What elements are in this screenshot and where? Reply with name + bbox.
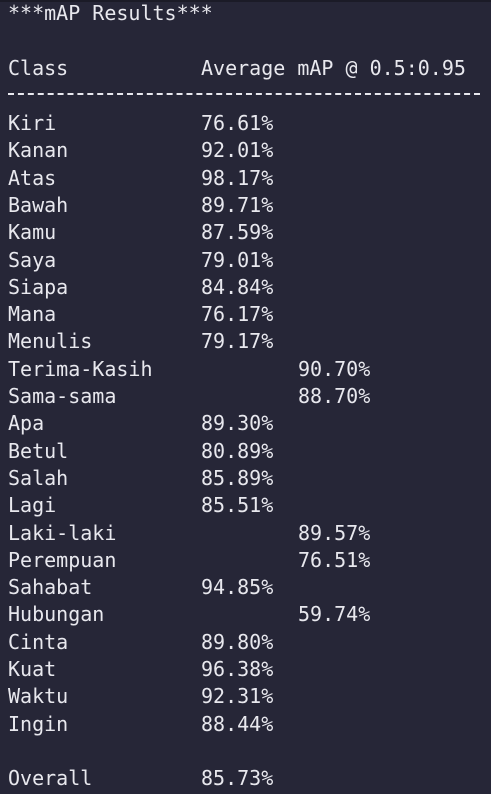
class-map-value: 84.84% bbox=[201, 274, 274, 299]
window-top-border bbox=[0, 0, 491, 2]
class-map-value: 89.30% bbox=[201, 411, 274, 436]
class-map-value: 98.17% bbox=[201, 165, 274, 190]
class-map-value: 76.17% bbox=[201, 302, 274, 327]
results-title: ***mAP Results*** bbox=[8, 1, 213, 25]
class-name: Apa bbox=[8, 411, 45, 436]
class-name: Atas bbox=[8, 165, 57, 190]
class-map-value: 79.17% bbox=[201, 329, 274, 354]
class-map-value: 92.31% bbox=[201, 684, 274, 709]
class-map-value: 89.80% bbox=[201, 629, 274, 654]
class-name: Salah bbox=[8, 465, 69, 490]
class-column-header: Class bbox=[8, 56, 69, 80]
header-divider bbox=[8, 93, 480, 95]
class-name: Sahabat bbox=[8, 575, 93, 600]
class-map-value: 90.70% bbox=[298, 356, 371, 381]
class-map-value: 59.74% bbox=[298, 602, 371, 627]
class-map-value: 76.51% bbox=[298, 547, 371, 572]
class-name: Bawah bbox=[8, 192, 69, 217]
class-map-value: 88.70% bbox=[298, 384, 371, 408]
class-map-value: 88.44% bbox=[201, 711, 274, 736]
class-map-value: 79.01% bbox=[201, 247, 274, 272]
class-name: Waktu bbox=[8, 684, 69, 709]
class-map-value: 96.38% bbox=[201, 657, 274, 681]
class-name: Menulis bbox=[8, 329, 93, 354]
class-name: Mana bbox=[8, 302, 57, 327]
class-name: Siapa bbox=[8, 274, 69, 299]
value-column-header: Average mAP @ 0.5:0.95 bbox=[201, 56, 466, 80]
class-map-value: 85.89% bbox=[201, 465, 274, 490]
class-map-value: 87.59% bbox=[201, 220, 274, 245]
class-map-value: 89.57% bbox=[298, 520, 371, 545]
overall-label: Overall bbox=[8, 766, 93, 790]
class-name: Saya bbox=[8, 247, 57, 272]
class-name: Lagi bbox=[8, 493, 57, 518]
class-name: Betul bbox=[8, 438, 69, 463]
class-name: Ingin bbox=[8, 711, 69, 736]
class-name: Kamu bbox=[8, 220, 57, 245]
class-map-value: 80.89% bbox=[201, 438, 274, 463]
class-map-value: 76.61% bbox=[201, 111, 274, 135]
class-map-value: 94.85% bbox=[201, 575, 274, 600]
class-name: Perempuan bbox=[8, 547, 117, 572]
class-name: Terima-Kasih bbox=[8, 356, 153, 381]
class-name: Kuat bbox=[8, 657, 57, 681]
overall-value: 85.73% bbox=[201, 766, 274, 790]
class-name: Cinta bbox=[8, 629, 69, 654]
class-name: Kiri bbox=[8, 111, 57, 135]
class-name: Laki-laki bbox=[8, 520, 117, 545]
class-name: Kanan bbox=[8, 138, 69, 163]
class-map-value: 89.71% bbox=[201, 192, 274, 217]
class-map-value: 92.01% bbox=[201, 138, 274, 163]
class-map-value: 85.51% bbox=[201, 493, 274, 518]
class-name: Sama-sama bbox=[8, 384, 117, 408]
class-name: Hubungan bbox=[8, 602, 105, 627]
